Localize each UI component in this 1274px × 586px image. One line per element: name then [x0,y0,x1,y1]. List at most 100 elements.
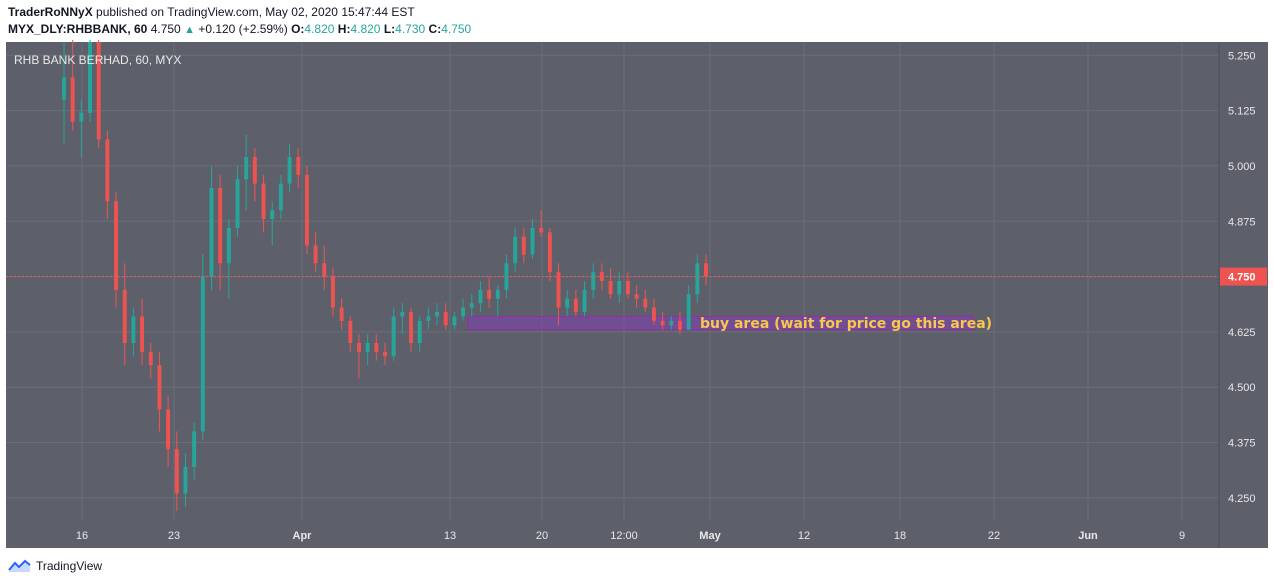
candle-body [660,320,665,326]
candle-body [530,227,535,255]
candle-body [365,342,370,352]
candle-body [235,179,240,228]
price-tick-label: 5.125 [1228,106,1256,118]
tradingview-logo-icon [8,559,31,572]
close-label: C: [428,22,442,36]
candle-body [686,294,691,330]
price-chart[interactable]: RHB BANK BERHAD, 60, MYX buy area (wait … [0,40,1274,552]
candle-body [96,42,101,140]
candle-body [539,227,544,233]
candle-body [556,272,561,308]
candle-body [513,236,518,264]
candle-body [244,157,249,180]
low-value: 4.730 [395,22,426,36]
candle-body [547,232,552,273]
candle-body [695,263,700,295]
candle-body [565,298,570,308]
candle-body [704,263,708,277]
buy-area-zone[interactable] [467,315,974,331]
time-tick-label: 12 [798,530,810,542]
candle-body [625,281,630,295]
candle-body [313,245,318,264]
candle-body [261,183,266,220]
candle-body [452,316,457,326]
price-tick-label: 4.625 [1228,327,1256,339]
footer-brand[interactable]: TradingView [8,559,102,573]
candle-body [131,316,136,343]
candle-body [62,77,66,100]
candle-body [252,157,257,184]
publish-info: TraderRoNNyX published on TradingView.co… [8,5,415,19]
candle-body [226,227,231,264]
candle-body [634,294,639,299]
brand-name: TradingView [36,559,103,573]
candle-body [166,409,171,450]
candle-body [174,449,179,494]
candle-body [374,342,379,352]
candles [62,40,708,512]
price-tick-label: 5.000 [1228,161,1256,173]
candle-body [643,298,648,308]
candle-body [339,307,344,321]
last-price-tag-label: 4.750 [1228,272,1256,284]
candle-body [183,466,188,494]
candle-body [608,281,613,295]
candle-body [383,351,387,357]
time-tick-label: 23 [168,530,180,542]
candle-body [487,289,492,299]
candle-body [669,320,674,326]
candle-body [105,139,110,202]
candle-body [209,188,214,277]
price-change: +0.120 (+2.59%) [198,22,288,36]
candle-body [469,303,474,308]
candle-body [495,289,500,299]
time-tick-label: 9 [1179,530,1185,542]
candle-body [521,236,526,255]
candle-body [330,276,335,308]
candle-body [192,431,197,467]
time-tick-label: Apr [293,530,313,542]
open-value: 4.820 [304,22,335,36]
ohlc-legend: MYX_DLY:RHBBANK, 60 4.750 ▲ +0.120 (+2.5… [8,22,471,36]
grid-lines [6,42,1219,520]
price-tick-label: 4.375 [1228,438,1256,450]
candle-body [461,307,466,317]
time-tick-label: 12:00 [610,530,638,542]
high-value: 4.820 [350,22,381,36]
buy-area-annotation: buy area (wait for price go this area) [700,316,992,332]
candle-body [678,320,682,330]
price-tick-label: 5.250 [1228,50,1256,62]
candle-body [88,42,92,113]
candle-body [270,210,275,220]
candle-body [304,174,309,246]
time-axis-labels: 16 23 Apr 13 20 12:00 May 12 18 22 Jun 9 [76,530,1185,542]
candle-body [599,272,604,281]
published-text: published on TradingView.com, May 02, 20… [96,5,415,19]
low-label: L: [383,22,396,36]
candle-body [417,320,422,343]
time-tick-label: 13 [444,530,456,542]
time-tick-label: May [699,530,721,542]
author-name[interactable]: TraderRoNNyX [8,5,93,19]
price-tick-label: 4.500 [1228,382,1256,394]
price-tick-label: 4.250 [1228,493,1256,505]
candle-body [591,272,596,290]
high-label: H: [337,22,351,36]
time-tick-label: 16 [76,530,88,542]
candle-body [322,263,327,277]
time-axis[interactable] [6,520,1268,548]
candle-body [357,342,361,352]
candle-body [478,289,483,304]
time-tick-label: 20 [536,530,548,542]
candle-body [443,311,448,326]
close-value: 4.750 [441,22,472,36]
candle-body [122,289,127,343]
candle-body [114,201,119,290]
open-label: O: [291,22,305,36]
candle-body [287,157,292,184]
candle-body [157,365,162,410]
up-arrow-icon: ▲ [184,24,195,36]
candle-body [651,307,656,321]
candle-body [200,276,205,432]
candle-body [278,183,283,211]
